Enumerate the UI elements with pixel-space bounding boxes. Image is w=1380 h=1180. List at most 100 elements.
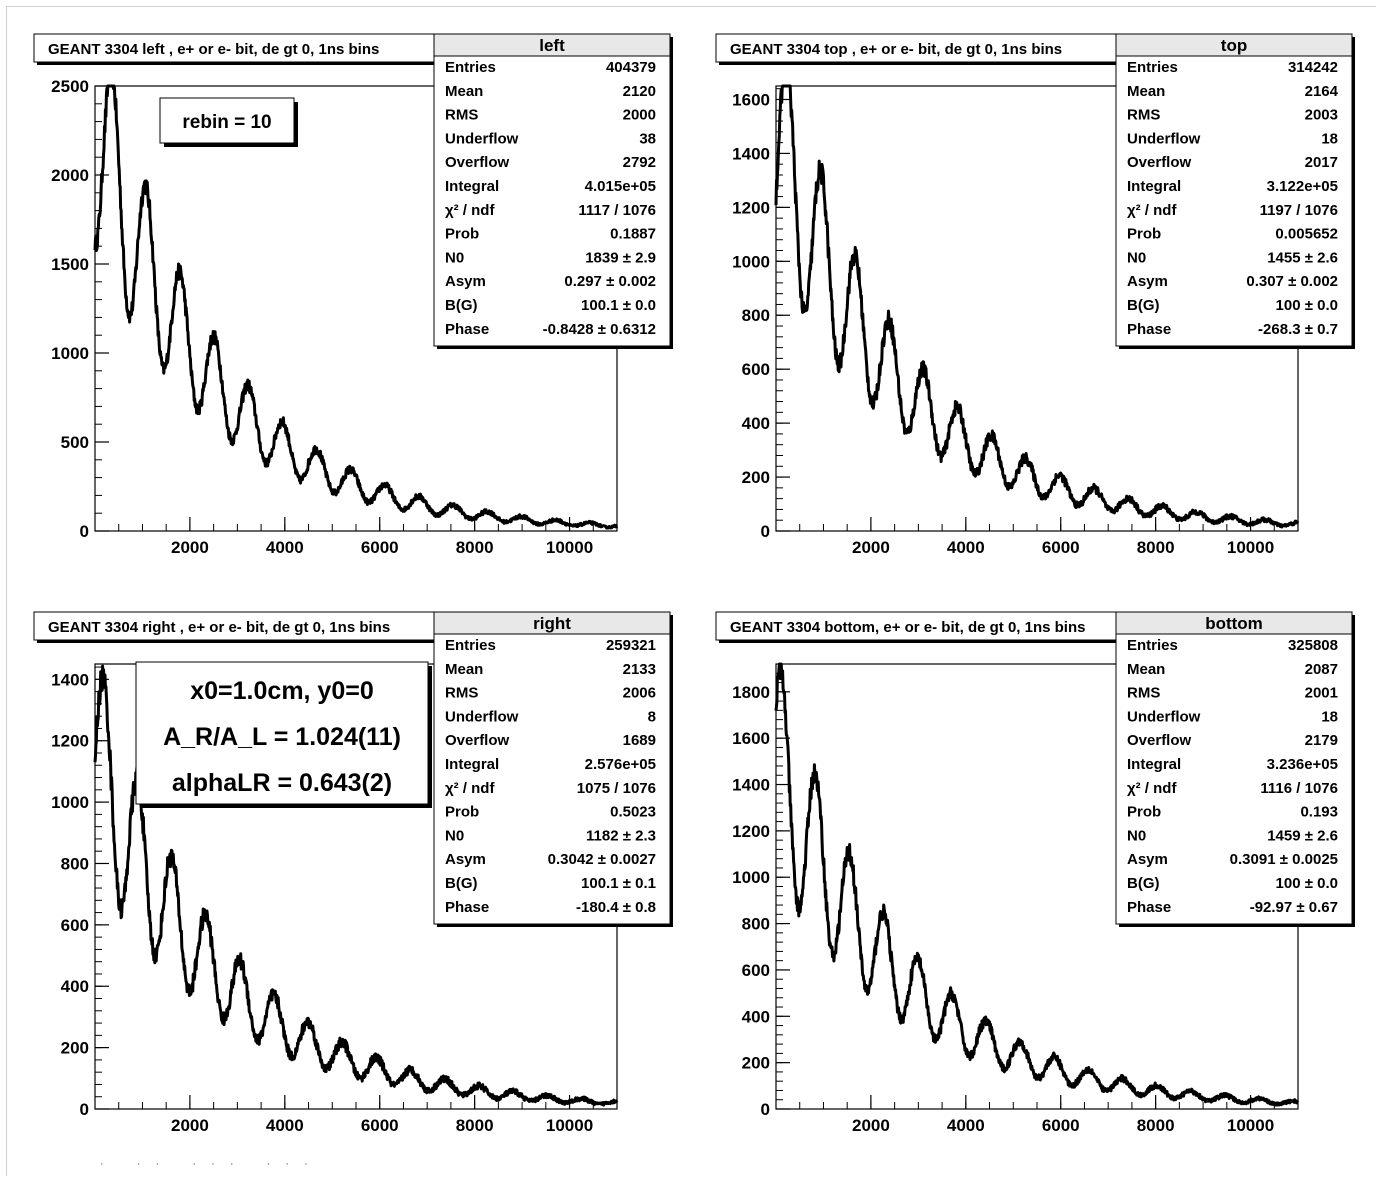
stats-label: Underflow	[1127, 708, 1201, 725]
stats-label: N0	[1127, 827, 1146, 844]
stats-label: Overflow	[1127, 154, 1192, 171]
chart-pad-top: 0 200 400 600 800 1000 1200 1400 1600 2000 4000 600…	[715, 33, 1355, 557]
chart-pad-left: 0 500 1000 1500 2000 2500 2000 4000 6000 8000 1000…	[33, 33, 673, 557]
stats-label: Asym	[1127, 851, 1168, 868]
stats-header	[433, 611, 671, 635]
stats-value: 0.3091 ± 0.0025	[1230, 851, 1338, 868]
stats-label: Entries	[445, 59, 496, 76]
x-tick-label: 8000	[1137, 538, 1175, 557]
x-tick-label: 8000	[1137, 1116, 1175, 1135]
annotation-text: rebin = 10	[182, 112, 271, 133]
chart-title: GEANT 3304 top , e+ or e- bit, de gt 0, …	[730, 41, 1062, 58]
chart-title: GEANT 3304 bottom, e+ or e- bit, de gt 0…	[730, 619, 1085, 636]
stats-label: Integral	[1127, 178, 1181, 195]
stats-label: B(G)	[1127, 875, 1160, 892]
stats-label: RMS	[1127, 107, 1160, 124]
stats-label: Integral	[1127, 756, 1181, 773]
x-tick-label: 2000	[171, 538, 209, 557]
stats-label: Underflow	[445, 130, 519, 147]
x-tick-label: 2000	[852, 538, 890, 557]
histogram-line	[93, 84, 619, 530]
x-tick-label: 2000	[852, 1116, 890, 1135]
y-tick-label: 600	[742, 961, 770, 980]
stats-value: 2.576e+05	[585, 756, 656, 773]
stats-value: 2792	[623, 154, 656, 171]
stats-value: 2120	[623, 83, 656, 100]
stats-label: Phase	[445, 321, 489, 338]
stats-value: 1689	[623, 732, 656, 749]
y-tick-label: 800	[742, 915, 770, 934]
stats-label: B(G)	[445, 297, 478, 314]
stats-value: 8	[648, 708, 656, 725]
title-box	[715, 33, 1177, 63]
stats-label: Entries	[1127, 59, 1178, 76]
y-tick-label: 0	[761, 1100, 770, 1119]
x-tick-label: 6000	[1042, 1116, 1080, 1135]
stats-label: Prob	[445, 804, 479, 821]
stats-value: 38	[639, 130, 656, 147]
stats-value: 2017	[1305, 154, 1338, 171]
title-box	[33, 611, 495, 641]
stats-label: Prob	[445, 226, 479, 243]
stats-label: Entries	[445, 637, 496, 654]
stats-value: 4.015e+05	[585, 178, 656, 195]
stats-value: 0.193	[1300, 804, 1338, 821]
annotation-text: alphaLR = 0.643(2)	[172, 769, 392, 797]
stats-label: N0	[1127, 249, 1146, 266]
stats-value: 100.1 ± 0.0	[581, 297, 656, 314]
stats-value: 18	[1321, 130, 1338, 147]
stats-label: Asym	[445, 851, 486, 868]
y-tick-label: 200	[742, 1054, 770, 1073]
x-tick-label: 6000	[1042, 538, 1080, 557]
stats-label: B(G)	[1127, 297, 1160, 314]
stats-value: 314242	[1288, 59, 1338, 76]
stats-value: 1116 / 1076	[1260, 780, 1338, 797]
y-tick-label: 800	[61, 854, 89, 873]
stats-label: Mean	[445, 661, 483, 678]
y-tick-label: 200	[742, 468, 770, 487]
stats-value: -268.3 ± 0.7	[1258, 321, 1338, 338]
stats-value: 325808	[1288, 637, 1338, 654]
stats-label: Mean	[1127, 661, 1165, 678]
stats-value: 2003	[1305, 107, 1338, 124]
stats-label: Underflow	[1127, 130, 1201, 147]
chart-title: GEANT 3304 left , e+ or e- bit, de gt 0,…	[48, 41, 379, 58]
stats-value: -0.8428 ± 0.6312	[543, 321, 656, 338]
y-tick-label: 1200	[732, 198, 770, 217]
stats-title: top	[1221, 36, 1247, 55]
stats-label: Mean	[445, 83, 483, 100]
y-tick-label: 1600	[732, 90, 770, 109]
stats-value: 1455 ± 2.6	[1267, 249, 1338, 266]
y-tick-label: 600	[742, 360, 770, 379]
y-tick-label: 0	[761, 522, 770, 541]
stats-label: Phase	[1127, 321, 1171, 338]
stats-header	[1115, 33, 1353, 57]
y-tick-label: 400	[61, 977, 89, 996]
y-tick-label: 1500	[51, 255, 89, 274]
stats-value: 100 ± 0.0	[1276, 875, 1338, 892]
histogram-line	[774, 662, 1299, 1107]
stats-label: RMS	[445, 685, 478, 702]
stats-label: RMS	[445, 107, 478, 124]
stats-value: 2006	[623, 685, 656, 702]
histogram-line	[93, 664, 619, 1107]
stats-value: 1182 ± 2.3	[586, 827, 656, 844]
y-tick-label: 1400	[732, 144, 770, 163]
y-tick-label: 200	[61, 1039, 89, 1058]
stats-label: Overflow	[445, 732, 510, 749]
stats-value: 1197 / 1076	[1260, 202, 1338, 219]
stats-value: 3.236e+05	[1267, 756, 1338, 773]
annotation-box	[159, 97, 295, 144]
stats-label: Integral	[445, 756, 499, 773]
stats-value: 2000	[623, 107, 656, 124]
y-tick-label: 1000	[51, 793, 89, 812]
stats-value: 1075 / 1076	[577, 780, 656, 797]
stats-label: Overflow	[1127, 732, 1192, 749]
stats-label: χ² / ndf	[445, 780, 495, 797]
stats-label: Phase	[1127, 899, 1171, 916]
y-tick-label: 400	[742, 1007, 770, 1026]
chart-pad-right: 0 200 400 600 800 1000 1200 1400 2000 4000 6000 800…	[33, 611, 673, 1135]
chart-pad-bottom: 0 200 400 600 800 1000 1200 1400 1600 1800 2000 400…	[715, 611, 1355, 1135]
stats-title: right	[533, 614, 571, 633]
